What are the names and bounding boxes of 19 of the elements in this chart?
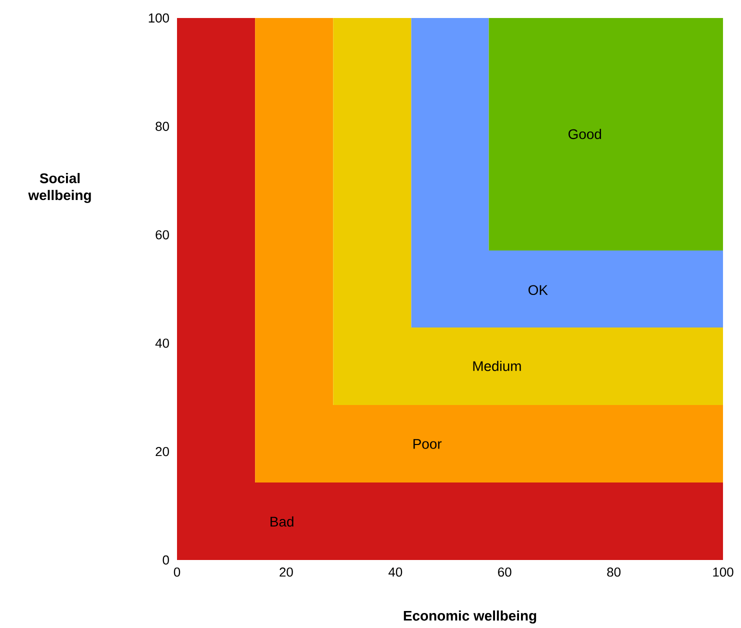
x-tick-label: 40 [388,568,402,577]
y-tick-label: 40 [155,338,169,348]
x-axis-title: Economic wellbeing [404,610,536,624]
x-tick-label: 100 [713,568,734,577]
y-tick-label: 20 [156,446,169,456]
annotation: Medium [473,360,521,372]
x-tick-label: 20 [280,568,293,577]
annotation: OK [528,285,548,296]
x-tick-label: 0 [174,568,180,577]
annotation: Good [568,128,602,140]
annotation: Bad [270,516,294,527]
y-tick-label: 80 [156,122,169,131]
y-tick-label: 0 [162,555,169,565]
annotation: Poor [413,439,442,449]
x-tick-label: 60 [498,568,512,577]
y-axis-title: Social wellbeing [28,172,91,203]
y-tick-label: 60 [156,230,169,240]
x-tick-label: 80 [607,568,621,577]
y-tick-label: 100 [148,13,169,23]
